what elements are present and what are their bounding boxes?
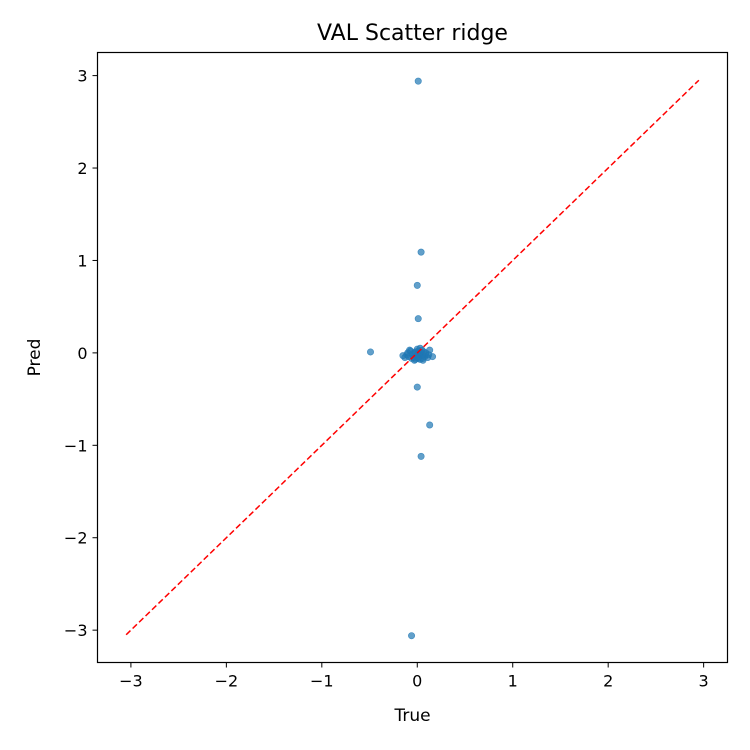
y-tick-label: 2 [77,159,87,178]
x-tick-label: 2 [603,672,613,691]
plot-frame [96,51,729,664]
x-tick-label: 0 [412,672,422,691]
y-tick-label: 3 [77,67,87,86]
y-axis-label: Pred [25,339,45,377]
y-tick-label: −3 [64,621,88,640]
chart-title: VAL Scatter ridge [317,21,508,46]
x-tick-label: −1 [310,672,334,691]
data-point-44 [404,349,412,357]
x-axis: −3 −2 −1 0 1 2 3 [119,662,709,691]
x-tick-label: 1 [508,672,518,691]
data-point-0 [414,77,422,85]
x-tick-label: −3 [119,672,143,691]
y-tick-label: −1 [64,436,88,455]
data-point-5 [413,383,421,391]
y-tick-label: 1 [77,251,87,270]
x-axis-label: True [393,706,430,726]
data-point-45 [425,351,433,359]
data-point-7 [417,452,425,460]
reference-line [125,79,700,636]
x-tick-label: −2 [215,672,239,691]
data-point-4 [366,348,374,356]
data-point-40 [414,354,422,362]
reference-line-layer [125,79,700,636]
data-point-6 [426,421,434,429]
points-layer [366,77,437,640]
x-tick-label: 3 [699,672,709,691]
y-axis: −3 −2 −1 0 1 2 3 [64,67,98,640]
data-point-3 [414,315,422,323]
data-point-8 [408,632,416,640]
data-point-1 [417,248,425,256]
y-tick-label: 0 [77,344,87,363]
data-point-2 [413,281,421,289]
y-tick-label: −2 [64,529,88,548]
